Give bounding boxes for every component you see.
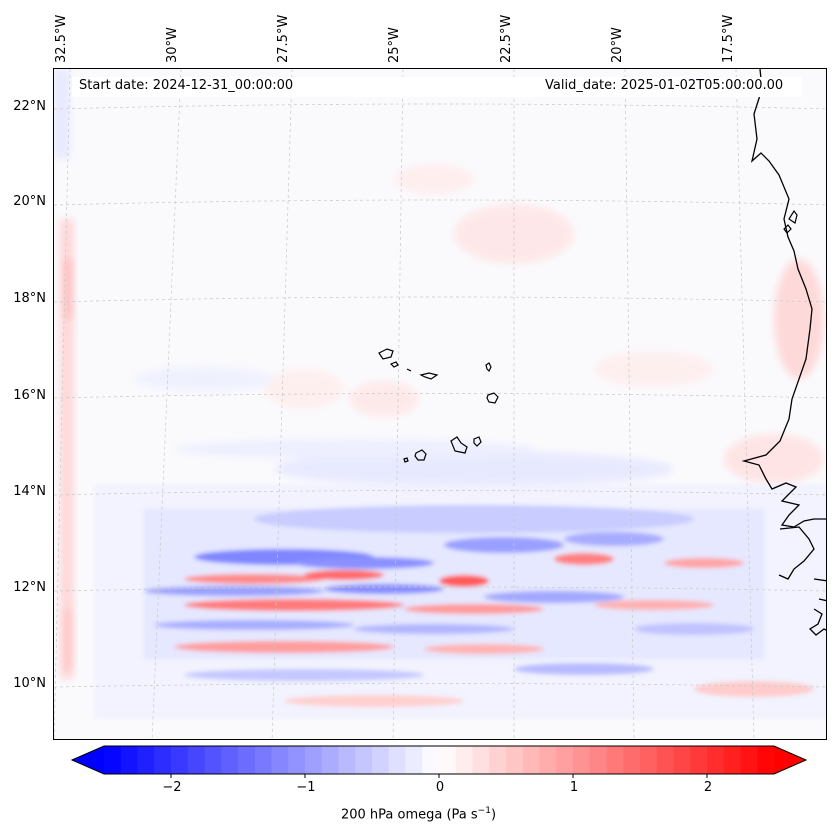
colorbar-outline — [70, 745, 808, 775]
colorbar-segment — [388, 746, 407, 774]
colorbar-tick-minus1: −1 — [296, 780, 316, 795]
valid-date-label: Valid_date: 2025-01-02T05:00:00.00 — [543, 78, 786, 93]
lon-label-22-5w: 22.5°W — [499, 14, 514, 63]
colorbar-ticks — [170, 774, 708, 778]
colorbar-segment — [355, 746, 373, 774]
colorbar-segment — [271, 746, 289, 774]
lat-label-14n: 14°N — [13, 484, 46, 499]
lon-label-20w: 20°W — [610, 27, 625, 63]
start-date-label: Start date: 2024-12-31_00:00:00 — [77, 78, 296, 93]
colorbar-segment — [455, 746, 474, 774]
colorbar-segment — [589, 746, 608, 774]
colorbar-segment — [137, 746, 155, 774]
colorbar-segment — [690, 746, 708, 774]
colorbar-segment — [154, 746, 172, 774]
colorbar-segment — [405, 746, 423, 774]
colorbar-segment — [439, 746, 457, 774]
colorbar-extend-min — [72, 746, 104, 774]
colorbar-segment — [723, 746, 742, 774]
colorbar-segment — [707, 746, 725, 774]
colorbar-tick-minus2: −2 — [162, 780, 182, 795]
colorbar-segment — [757, 746, 775, 774]
colorbar-segment — [288, 746, 306, 774]
lat-label-10n: 10°N — [13, 676, 46, 691]
colorbar-tick-2: 2 — [703, 780, 713, 795]
omega-field — [54, 69, 826, 739]
graticule — [54, 69, 826, 739]
lon-label-17-5w: 17.5°W — [721, 14, 736, 63]
colorbar-segment — [120, 746, 139, 774]
colorbar-tick-1: 1 — [569, 780, 579, 795]
colorbar-segment — [238, 746, 256, 774]
colorbar-segment — [556, 746, 574, 774]
colorbar-segment — [623, 746, 641, 774]
colorbar-segment — [506, 746, 524, 774]
colorbar-segment — [221, 746, 239, 774]
lat-label-18n: 18°N — [13, 291, 46, 306]
colorbar-segment — [489, 746, 507, 774]
lon-label-27-5w: 27.5°W — [276, 14, 291, 63]
colorbar-segment — [338, 746, 356, 774]
colorbar-segment — [104, 746, 122, 774]
colorbar-segment — [305, 746, 323, 774]
lat-label-20n: 20°N — [13, 194, 46, 209]
colorbar-title-main: 200 hPa omega (Pa s — [340, 807, 478, 823]
colorbar — [70, 745, 808, 778]
convective-band — [94, 484, 826, 719]
map-panel[interactable] — [53, 68, 827, 740]
colorbar-segment — [422, 746, 440, 774]
colorbar-segment — [254, 746, 273, 774]
colorbar-segment — [539, 746, 557, 774]
colorbar-segment — [187, 746, 206, 774]
colorbar-segment — [204, 746, 222, 774]
colorbar-extend-max — [774, 746, 806, 774]
lon-label-25w: 25°W — [387, 27, 402, 63]
lat-label-12n: 12°N — [13, 580, 46, 595]
colorbar-segment — [372, 746, 390, 774]
faint-patches — [134, 164, 824, 487]
colorbar-title: 200 hPa omega (Pa s−1) — [0, 806, 837, 822]
lat-label-16n: 16°N — [13, 388, 46, 403]
colorbar-segment — [673, 746, 691, 774]
colorbar-segment — [522, 746, 541, 774]
colorbar-segments — [72, 746, 806, 774]
lon-label-30w: 30°W — [165, 27, 180, 63]
colorbar-title-superscript: −1 — [477, 806, 491, 816]
colorbar-segment — [573, 746, 591, 774]
island-bijagos — [783, 209, 798, 234]
lat-label-22n: 22°N — [13, 99, 46, 114]
colorbar-title-suffix: ) — [490, 807, 497, 823]
colorbar-segment — [171, 746, 189, 774]
colorbar-segment — [472, 746, 490, 774]
colorbar-segment — [640, 746, 658, 774]
colorbar-tick-0: 0 — [435, 780, 445, 795]
cape-verde-islands — [378, 348, 499, 463]
colorbar-segment — [740, 746, 758, 774]
colorbar-segment — [606, 746, 624, 774]
colorbar-segment — [321, 746, 340, 774]
lon-label-32-5w: 32.5°W — [54, 14, 69, 63]
african-coastline — [741, 69, 826, 636]
colorbar-segment — [656, 746, 675, 774]
